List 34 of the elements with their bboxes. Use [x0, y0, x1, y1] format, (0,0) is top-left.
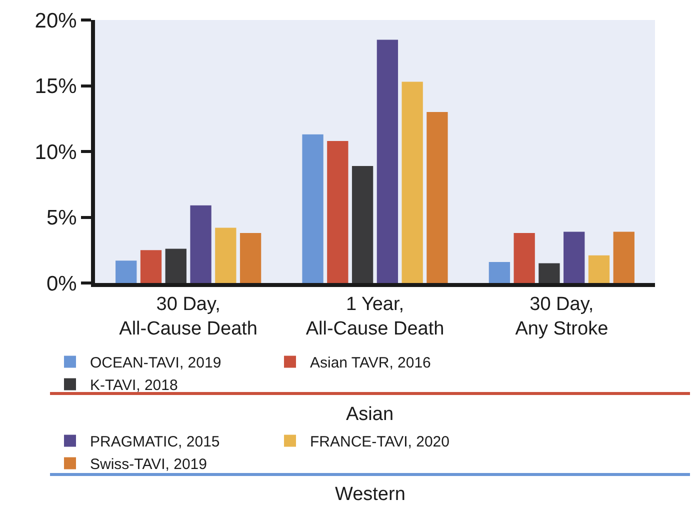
bar	[564, 232, 585, 283]
bar	[426, 112, 448, 283]
legend-label: OCEAN-TAVI, 2019	[90, 354, 222, 372]
bar	[488, 262, 510, 283]
bar	[327, 140, 348, 283]
legend-label: Asian TAVR, 2016	[310, 354, 431, 372]
bar	[165, 248, 186, 283]
bar	[352, 166, 374, 283]
bar	[116, 260, 137, 283]
x-tick-label: 30 Day, Any Stroke	[515, 294, 608, 340]
legend-label: K-TAVI, 2018	[90, 377, 178, 394]
y-tick-label: 10%	[34, 140, 77, 164]
bar	[538, 263, 560, 283]
bar	[514, 233, 535, 283]
x-tick-label: 1 Year, All-Cause Death	[306, 294, 444, 340]
bar	[376, 40, 398, 283]
bar	[190, 205, 212, 283]
bar	[215, 228, 236, 283]
legend-label: FRANCE-TAVI, 2020	[310, 434, 450, 451]
legend-label: Swiss-TAVI, 2019	[90, 456, 207, 474]
bar	[140, 250, 162, 283]
bar	[588, 255, 610, 283]
x-tick-label: 30 Day, All-Cause Death	[119, 294, 258, 340]
text: Asian	[346, 404, 394, 425]
y-tick-label: 0%	[46, 272, 77, 296]
bar	[302, 134, 324, 283]
y-tick-label: 5%	[46, 206, 77, 230]
legend-label: PRAGMATIC, 2015	[90, 434, 220, 451]
text: Western	[335, 484, 406, 505]
bar	[402, 82, 423, 283]
y-tick-label: 20%	[34, 9, 77, 32]
bar	[613, 232, 634, 283]
bar	[240, 233, 262, 283]
y-tick-label: 15%	[34, 75, 77, 98]
